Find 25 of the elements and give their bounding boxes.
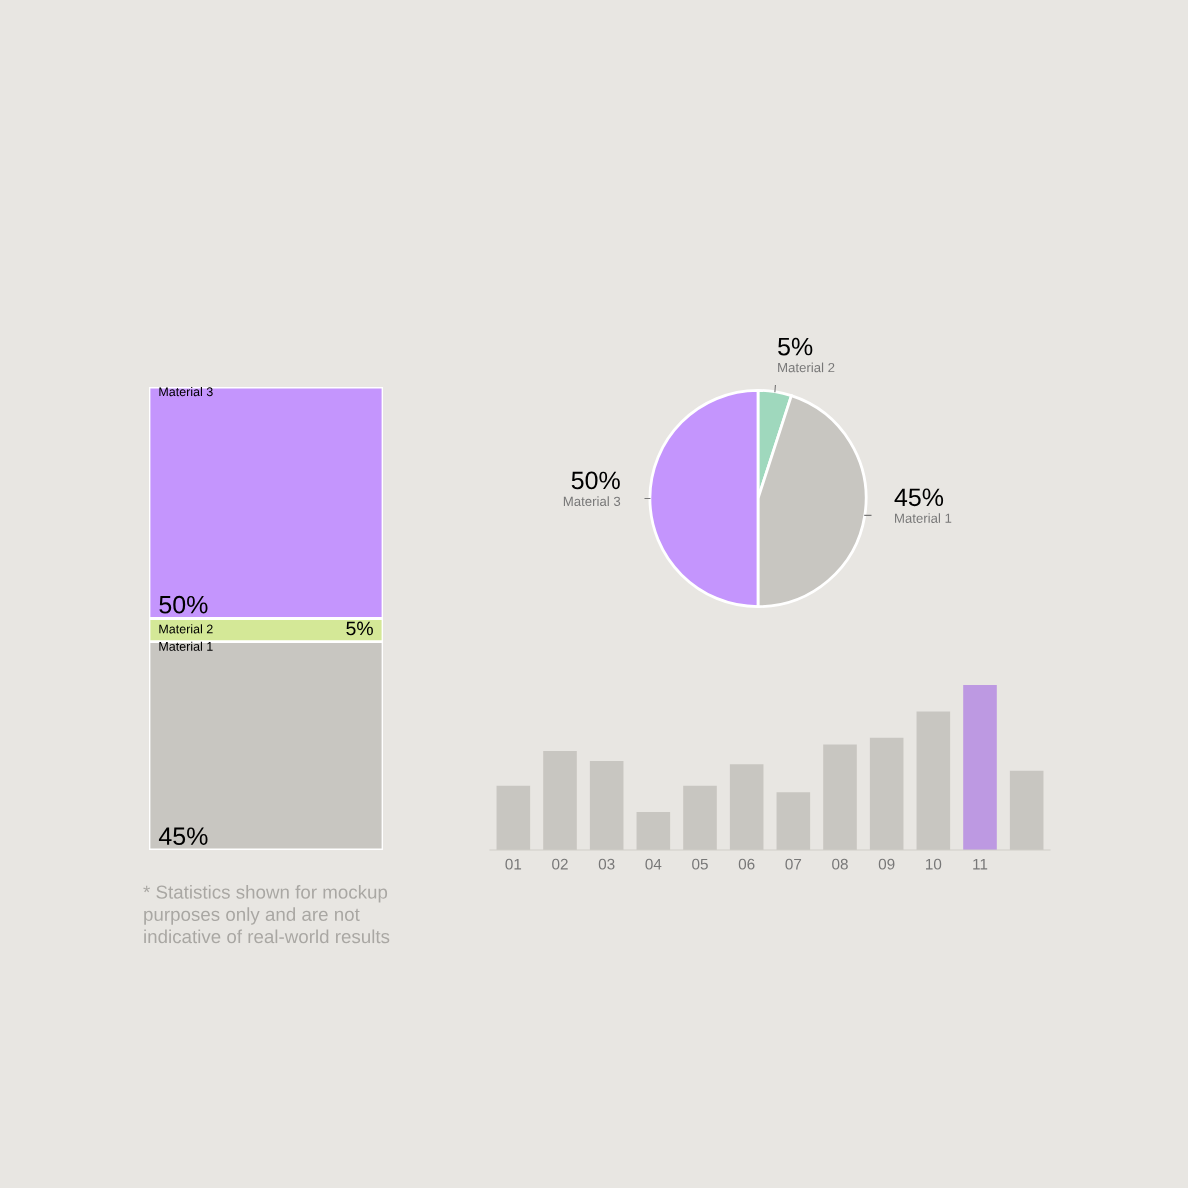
series-label: Material 3 — [159, 387, 213, 397]
data-label: 45% — [158, 827, 208, 846]
x-tick-label: 04 — [645, 858, 662, 870]
x-tick-label: 07 — [785, 858, 802, 870]
slice-label: Material 1 — [895, 513, 952, 523]
data-label: 5% — [778, 337, 813, 356]
data-label: 50% — [571, 471, 620, 490]
x-tick-label: 05 — [692, 858, 708, 870]
x-tick-label: 08 — [832, 858, 848, 870]
slice-label: Material 2 — [778, 362, 835, 373]
x-tick-label: 03 — [598, 858, 615, 870]
slice-label: Material 3 — [563, 496, 621, 507]
x-tick-label: 02 — [552, 858, 568, 870]
x-tick-label: 09 — [878, 858, 895, 870]
x-tick-label: 11 — [973, 858, 988, 870]
series-label: Material 2 — [159, 624, 213, 634]
x-tick-label: 01 — [505, 858, 522, 870]
text: * Statistics shown for mockup purposes only and are not indicative of real-world results — [143, 885, 390, 944]
data-label: 50% — [159, 595, 208, 614]
data-label: 45% — [894, 488, 944, 507]
x-tick-label: 10 — [926, 858, 942, 870]
data-label: 5% — [346, 621, 373, 636]
x-tick-label: 06 — [738, 858, 755, 870]
series-label: Material 1 — [159, 641, 213, 651]
bar — [963, 685, 997, 850]
